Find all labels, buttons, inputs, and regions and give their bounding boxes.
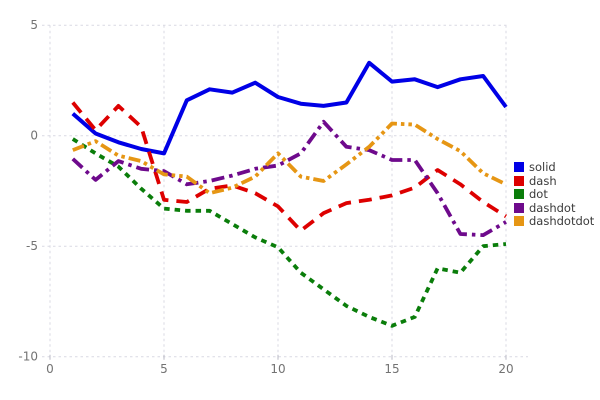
legend-item-dashdotdot: dashdotdot [514,216,594,227]
legend-label: solid [529,160,556,174]
x-tick-label: 5 [160,362,168,376]
legend-swatch-dot [514,189,524,200]
series-line-dashdot [71,119,507,238]
legend-label: dot [529,187,548,201]
series-line-dashdotdot [72,121,507,196]
legend-label: dash [529,173,557,188]
legend: solid dash dot dashdot dashdotdot [514,162,594,227]
legend-item-solid: solid [514,162,594,173]
series-line-solid [71,60,508,156]
series-line-dot [71,137,507,328]
y-tick-label: 5 [30,18,38,32]
legend-swatch-solid [514,162,524,173]
legend-item-dash: dash [514,173,594,188]
y-tick-label: 0 [30,129,38,143]
y-tick-label: -10 [18,350,38,364]
legend-swatch-dash [514,175,524,186]
x-tick-label: 10 [270,362,285,376]
x-tick-label: 0 [46,362,54,376]
legend-item-dot: dot [514,189,594,200]
x-tick-label: 20 [498,362,513,376]
legend-label: dashdotdot [529,214,595,228]
legend-label: dashdot [529,200,576,215]
legend-swatch-dashdot [514,202,524,213]
y-tick-label: -5 [26,239,38,253]
x-tick-label: 15 [384,362,399,376]
legend-swatch-dashdotdot [514,216,524,227]
legend-item-dashdot: dashdot [514,200,594,215]
series-line-dash [71,101,508,233]
